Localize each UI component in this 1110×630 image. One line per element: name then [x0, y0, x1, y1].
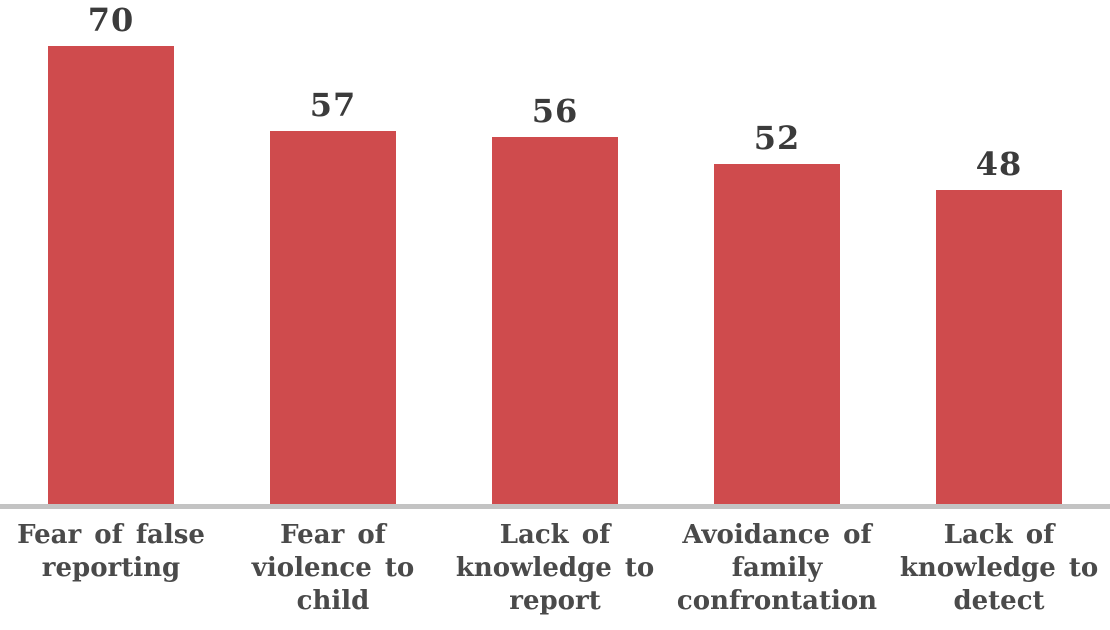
value-label-4: 48: [975, 145, 1023, 183]
bar-group-4: 48: [888, 0, 1110, 504]
category-label-line: report: [509, 586, 601, 616]
bar-group-2: 56: [444, 0, 666, 504]
category-label-line: violence to: [251, 553, 415, 583]
category-label-line: Fear of: [280, 520, 386, 550]
plot-area: 70 57 56 52 48: [0, 0, 1110, 504]
bar-group-0: 70: [0, 0, 222, 504]
bar-1: [270, 131, 396, 504]
category-label-line: knowledge to: [899, 553, 1099, 583]
bar-group-1: 57: [222, 0, 444, 504]
category-label-4: Lack of knowledge to detect: [888, 519, 1110, 618]
category-label-line: confrontation: [676, 586, 878, 616]
category-label-line: Fear of false: [17, 520, 205, 550]
category-label-line: family: [731, 553, 823, 583]
bar-4: [936, 190, 1062, 504]
bar-3: [714, 164, 840, 504]
bar-2: [492, 137, 618, 504]
category-label-line: knowledge to: [455, 553, 655, 583]
category-label-line: reporting: [41, 553, 181, 583]
category-label-line: child: [296, 586, 370, 616]
category-label-line: Lack of: [499, 520, 611, 550]
bar-0: [48, 46, 174, 504]
category-label-2: Lack of knowledge to report: [444, 519, 666, 618]
category-labels: Fear of false reporting Fear of violence to…: [0, 519, 1110, 630]
bar-group-3: 52: [666, 0, 888, 504]
category-label-line: Lack of: [943, 520, 1055, 550]
category-label-line: Avoidance of: [682, 520, 872, 550]
value-label-2: 56: [531, 92, 579, 130]
value-label-3: 52: [753, 119, 801, 157]
x-axis-line: [0, 504, 1110, 509]
value-label-0: 70: [87, 1, 135, 39]
value-label-1: 57: [309, 86, 357, 124]
category-label-1: Fear of violence to child: [222, 519, 444, 618]
category-label-0: Fear of false reporting: [0, 519, 222, 585]
category-label-3: Avoidance of family confrontation: [666, 519, 888, 618]
category-label-line: detect: [953, 586, 1045, 616]
